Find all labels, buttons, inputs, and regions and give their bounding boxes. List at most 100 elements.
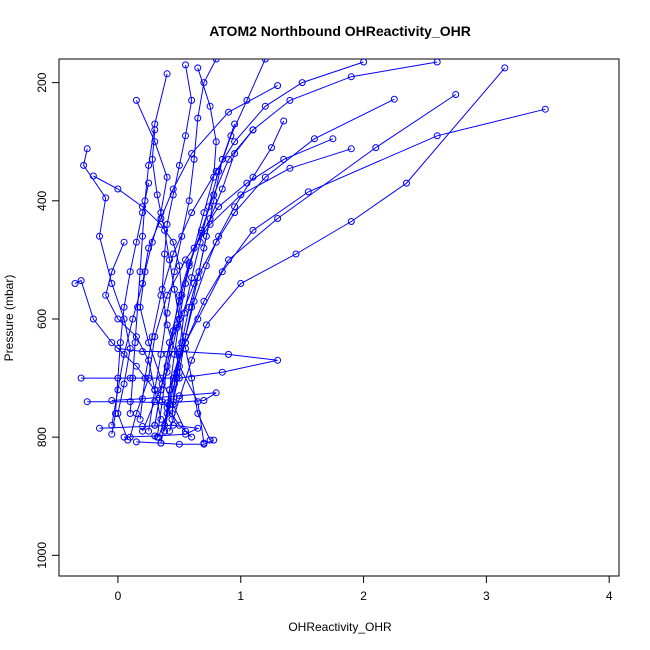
- data-point: [231, 150, 239, 157]
- data-point: [129, 374, 137, 382]
- data-point: [96, 232, 103, 240]
- y-tick-label: 1000: [35, 542, 49, 569]
- data-point: [194, 64, 202, 72]
- data-point: [237, 191, 245, 199]
- series-profile-26: [161, 117, 288, 435]
- data-point: [139, 423, 146, 430]
- data-point: [145, 427, 153, 435]
- data-point: [212, 138, 220, 146]
- data-point: [108, 339, 116, 347]
- data-point: [261, 59, 269, 63]
- data-point: [132, 238, 140, 246]
- data-point: [175, 315, 183, 323]
- series-profile-2: [155, 91, 460, 441]
- data-point: [175, 392, 183, 400]
- data-point: [157, 291, 165, 299]
- data-point: [145, 244, 153, 252]
- data-point: [195, 268, 203, 276]
- data-point: [218, 368, 226, 376]
- data-point: [206, 215, 214, 222]
- series-profile-1: [157, 105, 549, 447]
- data-point: [190, 280, 198, 287]
- data-point: [169, 238, 177, 246]
- data-point: [145, 179, 153, 187]
- data-point: [169, 191, 177, 199]
- data-point: [182, 132, 189, 140]
- data-point: [145, 356, 153, 364]
- data-point: [360, 59, 368, 66]
- data-point: [202, 321, 210, 329]
- data-point: [182, 430, 189, 438]
- data-point: [175, 262, 183, 270]
- data-point: [210, 191, 218, 199]
- series-line: [154, 61, 438, 426]
- data-point: [102, 194, 110, 202]
- data-point: [129, 315, 137, 323]
- data-point: [120, 303, 128, 311]
- series-line: [148, 59, 217, 432]
- data-point: [163, 321, 171, 329]
- data-point: [200, 440, 208, 448]
- series-line: [136, 439, 214, 445]
- data-point: [215, 203, 223, 211]
- data-point: [108, 397, 116, 404]
- data-point: [132, 438, 140, 446]
- y-axis-label: Pressure (mbar): [2, 275, 16, 362]
- data-point: [268, 144, 275, 152]
- series-line: [164, 67, 217, 432]
- data-point: [190, 297, 198, 305]
- data-point: [173, 368, 181, 376]
- data-point: [185, 262, 193, 270]
- data-point: [80, 161, 88, 169]
- data-point: [292, 250, 300, 258]
- data-point: [243, 96, 251, 104]
- series-profile-20: [83, 389, 220, 407]
- series-line: [164, 120, 285, 432]
- data-point: [225, 350, 232, 358]
- data-point: [280, 117, 288, 125]
- x-tick-label: 3: [483, 589, 490, 603]
- data-point: [102, 291, 110, 299]
- data-point: [153, 191, 161, 199]
- y-tick-label: 600: [35, 309, 49, 329]
- data-point: [157, 439, 165, 447]
- data-point: [249, 226, 257, 234]
- series-line: [139, 61, 364, 420]
- x-axis-label: OHReactivity_OHR: [288, 620, 392, 634]
- y-axis: 200 400 600 800 1000: [35, 72, 60, 569]
- data-point: [310, 135, 318, 143]
- data-point: [158, 380, 166, 388]
- data-point: [157, 209, 165, 217]
- data-point: [212, 389, 220, 397]
- data-point: [139, 209, 146, 217]
- data-point: [206, 102, 214, 110]
- data-point: [212, 59, 220, 63]
- data-point: [112, 410, 119, 417]
- data-point: [175, 297, 183, 305]
- data-point: [163, 70, 171, 78]
- data-point: [163, 362, 171, 370]
- data-point: [151, 386, 159, 394]
- data-point: [89, 172, 97, 180]
- data-point: [126, 398, 134, 406]
- data-point: [126, 410, 134, 417]
- data-point: [114, 185, 122, 193]
- data-point: [83, 145, 91, 153]
- data-point: [249, 126, 257, 134]
- series-line: [87, 392, 217, 404]
- series-profile-22: [132, 436, 218, 448]
- data-point: [194, 410, 202, 417]
- data-point: [139, 232, 146, 240]
- data-point: [83, 398, 91, 406]
- series-line: [99, 424, 200, 438]
- x-tick-label: 4: [606, 589, 613, 603]
- chart-title: ATOM2 Northbound OHReactivity_OHR: [209, 23, 471, 39]
- series-line: [81, 348, 278, 379]
- data-point: [166, 401, 173, 409]
- data-point: [151, 398, 159, 406]
- data-point: [188, 356, 196, 364]
- data-point: [120, 380, 128, 388]
- data-point: [218, 185, 226, 193]
- data-point: [148, 238, 156, 246]
